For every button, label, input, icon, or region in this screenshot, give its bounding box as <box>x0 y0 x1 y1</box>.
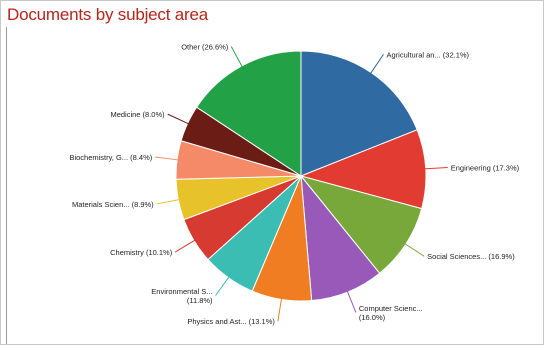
leader-line-environmental-s <box>215 275 230 296</box>
slice-label-chemistry-10-1: Chemistry (10.1%) <box>110 248 173 257</box>
slice-label-engineering-17-3: Engineering (17.3%) <box>451 164 520 173</box>
slice-label-line: Social Sciences... (16.9%) <box>427 252 515 261</box>
slice-label-line: (11.8%) <box>187 296 213 305</box>
leader-line-medicine-8-0 <box>167 113 190 125</box>
slice-label-line: (16.0%) <box>359 313 386 322</box>
slice-label-environmental-s: Environmental S... (11.8%) <box>151 287 213 305</box>
slice-label-line: Other (26.6%) <box>181 43 229 52</box>
slice-label-line: Chemistry (10.1%) <box>110 248 173 257</box>
slice-label-biochemistry-g-8-4: Biochemistry, G... (8.4%) <box>69 153 152 162</box>
leader-line-materials-scien-8-9 <box>156 198 181 205</box>
leader-line-agricultural-an-32-1 <box>369 54 384 75</box>
slice-label-line: Computer Scienc... <box>359 304 423 313</box>
slice-label-physics-and-ast-13-1: Physics and Ast... (13.1%) <box>187 317 275 326</box>
slice-label-social-sciences-16-9: Social Sciences... (16.9%) <box>427 252 515 261</box>
panel-divider <box>6 27 7 344</box>
slice-label-line: Agricultural an... (32.1%) <box>387 50 470 59</box>
slice-label-computer-scienc: Computer Scienc... (16.0%) <box>359 304 423 322</box>
slice-label-materials-scien-8-9: Materials Scien... (8.9%) <box>72 200 154 209</box>
slice-label-line: Engineering (17.3%) <box>451 164 520 173</box>
leader-line-engineering-17-3 <box>423 167 448 170</box>
leader-line-biochemistry-g-8-4 <box>155 156 180 161</box>
slice-label-line: Environmental S... <box>151 287 212 296</box>
leader-line-social-sciences-16-9 <box>403 242 425 257</box>
leader-line-computer-scienc <box>346 289 357 313</box>
slice-label-agricultural-an-32-1: Agricultural an... (32.1%) <box>387 50 470 59</box>
slice-label-line: Physics and Ast... (13.1%) <box>187 317 275 326</box>
chart-title: Documents by subject area <box>7 5 208 24</box>
leader-line-physics-and-ast-13-1 <box>277 297 283 322</box>
slice-label-medicine-8-0: Medicine (8.0%) <box>110 110 165 119</box>
slice-label-line: Materials Scien... (8.9%) <box>72 200 154 209</box>
slice-label-line: Biochemistry, G... (8.4%) <box>69 153 152 162</box>
slice-label-other-26-6: Other (26.6%) <box>181 43 229 52</box>
leader-line-other-26-6 <box>230 46 244 68</box>
leader-line-chemistry-10-1 <box>174 239 197 253</box>
slice-label-line: Medicine (8.0%) <box>110 110 165 119</box>
